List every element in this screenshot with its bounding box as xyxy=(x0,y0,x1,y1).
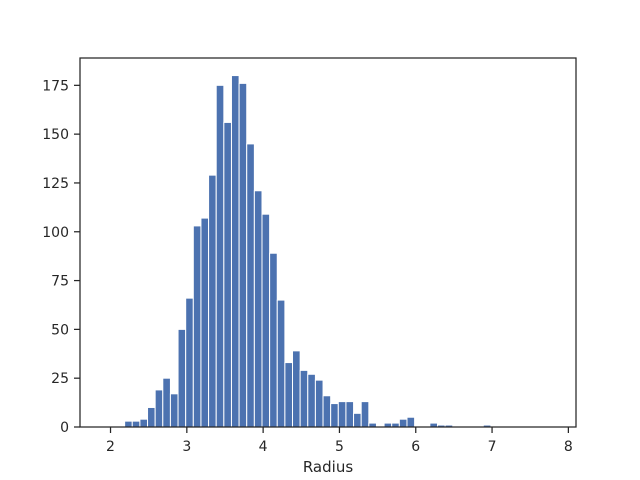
histogram-bar xyxy=(284,362,294,428)
y-tick-label: 125 xyxy=(42,176,69,192)
x-tick-label: 4 xyxy=(259,439,268,455)
x-axis-label: Radius xyxy=(303,458,353,476)
plot-frame xyxy=(79,57,577,428)
histogram-bar xyxy=(246,143,255,428)
y-tick-label: 100 xyxy=(42,225,69,241)
y-tick-label: 25 xyxy=(51,371,69,387)
histogram-bar xyxy=(314,379,324,428)
histogram-bar xyxy=(292,350,301,428)
histogram-bar xyxy=(398,418,408,428)
histogram-bar xyxy=(169,393,179,428)
x-tick-label: 8 xyxy=(564,439,573,455)
histogram-bar xyxy=(230,75,240,428)
histogram-bar xyxy=(131,420,141,428)
histogram-bar xyxy=(200,217,210,428)
y-tick-label: 150 xyxy=(42,127,69,143)
histogram-bar xyxy=(360,401,370,428)
histogram-bar xyxy=(337,401,347,428)
histogram-bar xyxy=(185,297,194,428)
histogram-bar xyxy=(276,299,286,428)
histogram-bar xyxy=(345,401,355,428)
x-tick-label: 2 xyxy=(106,439,115,455)
histogram-bar xyxy=(208,174,217,428)
histogram-bar xyxy=(147,406,156,428)
histogram-bar xyxy=(261,213,271,428)
histogram-bar xyxy=(406,416,416,428)
histogram-bar xyxy=(307,373,316,428)
histogram-bar xyxy=(253,190,263,428)
y-tick-label: 0 xyxy=(60,420,69,436)
histogram-bar xyxy=(269,252,278,428)
histogram-bar xyxy=(154,389,164,428)
x-tick-label: 3 xyxy=(182,439,191,455)
histogram-bar xyxy=(124,420,133,428)
histogram-bar xyxy=(177,328,187,428)
histogram-bar xyxy=(353,412,362,428)
histogram-bar xyxy=(162,377,171,428)
histogram-bar xyxy=(139,418,149,428)
y-tick-label: 50 xyxy=(51,322,69,338)
x-tick-label: 7 xyxy=(488,439,497,455)
y-tick-label: 175 xyxy=(42,78,69,94)
y-axis-ticks: 0 25 50 75 100 125 150 175 xyxy=(42,78,80,436)
histogram-bar xyxy=(215,84,225,428)
histogram-bars xyxy=(124,75,492,428)
x-tick-label: 5 xyxy=(335,439,344,455)
histogram-bar xyxy=(330,403,339,428)
histogram-bar xyxy=(299,369,309,428)
y-tick-label: 75 xyxy=(51,274,69,290)
x-tick-label: 6 xyxy=(411,439,420,455)
x-axis-ticks: 2 3 4 5 6 7 8 xyxy=(106,427,573,455)
histogram-bar xyxy=(223,121,232,428)
histogram-bar xyxy=(192,225,202,428)
histogram-bar xyxy=(322,395,332,428)
histogram-bar xyxy=(238,82,248,428)
